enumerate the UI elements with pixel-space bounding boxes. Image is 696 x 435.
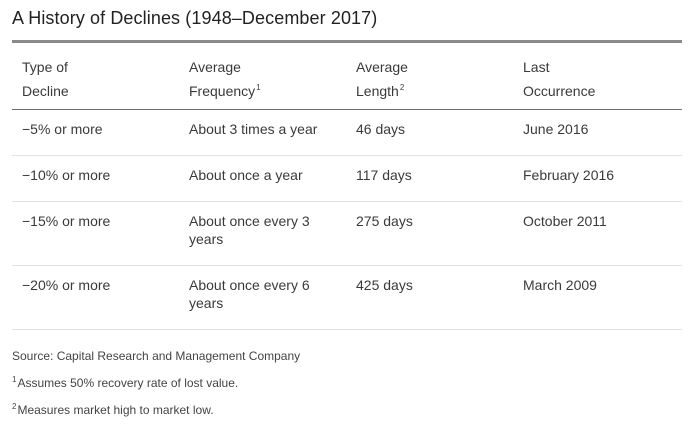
header-average-frequency: Average Frequency1 — [189, 55, 339, 103]
header-last-occurrence: Last Occurrence — [523, 55, 678, 103]
cell-frequency: About once every 3 years — [189, 213, 310, 247]
cell-frequency: About once a year — [189, 167, 303, 183]
cell-type: −20% or more — [22, 277, 111, 293]
table-row: −5% or more About 3 times a year 46 days… — [12, 110, 682, 156]
cell-last-occurrence: February 2016 — [523, 167, 615, 183]
footnote-text: Assumes 50% recovery rate of lost value. — [17, 376, 239, 390]
table-row: −20% or more About once every 6 years 42… — [12, 266, 682, 330]
footnote-marker: 2 — [12, 402, 17, 411]
header-line2: Occurrence — [523, 83, 596, 99]
cell-last-occurrence: March 2009 — [523, 277, 597, 293]
footnote-marker: 1 — [256, 83, 261, 93]
footnote-2: 2Measures market high to market low. — [12, 401, 300, 428]
header-type-of-decline: Type of Decline — [22, 55, 182, 103]
header-line1: Average — [356, 59, 408, 75]
footnote-text: Measures market high to market low. — [17, 403, 214, 417]
header-average-length: Average Length2 — [356, 55, 506, 103]
cell-length: 117 days — [356, 167, 412, 183]
page-title: A History of Declines (1948–December 201… — [12, 8, 378, 28]
cell-frequency: About 3 times a year — [189, 121, 318, 137]
header-line1: Average — [189, 59, 241, 75]
header-line1: Type of — [22, 59, 68, 75]
footnotes: Source: Capital Research and Management … — [12, 347, 300, 428]
table-row: −10% or more About once a year 117 days … — [12, 156, 682, 202]
cell-frequency: About once every 6 years — [189, 277, 310, 311]
source-note: Source: Capital Research and Management … — [12, 349, 301, 363]
cell-length: 425 days — [356, 277, 413, 293]
cell-type: −5% or more — [22, 121, 103, 137]
footnote-marker: 2 — [399, 83, 405, 93]
cell-type: −10% or more — [22, 167, 111, 183]
header-line2: Frequency — [189, 83, 256, 99]
header-line2: Decline — [22, 83, 69, 99]
cell-last-occurrence: June 2016 — [523, 121, 589, 137]
table-row: −15% or more About once every 3 years 27… — [12, 202, 682, 266]
header-line1: Last — [523, 59, 550, 75]
footnote-marker: 1 — [12, 375, 17, 384]
header-line2: Length — [356, 83, 399, 99]
declines-table: Type of Decline Average Frequency1 Avera… — [12, 40, 682, 330]
cell-last-occurrence: October 2011 — [523, 213, 607, 229]
footnote-1: 1Assumes 50% recovery rate of lost value… — [12, 374, 300, 401]
cell-length: 275 days — [356, 213, 413, 229]
table-header-row: Type of Decline Average Frequency1 Avera… — [12, 43, 682, 110]
cell-length: 46 days — [356, 121, 406, 137]
cell-type: −15% or more — [22, 213, 111, 229]
